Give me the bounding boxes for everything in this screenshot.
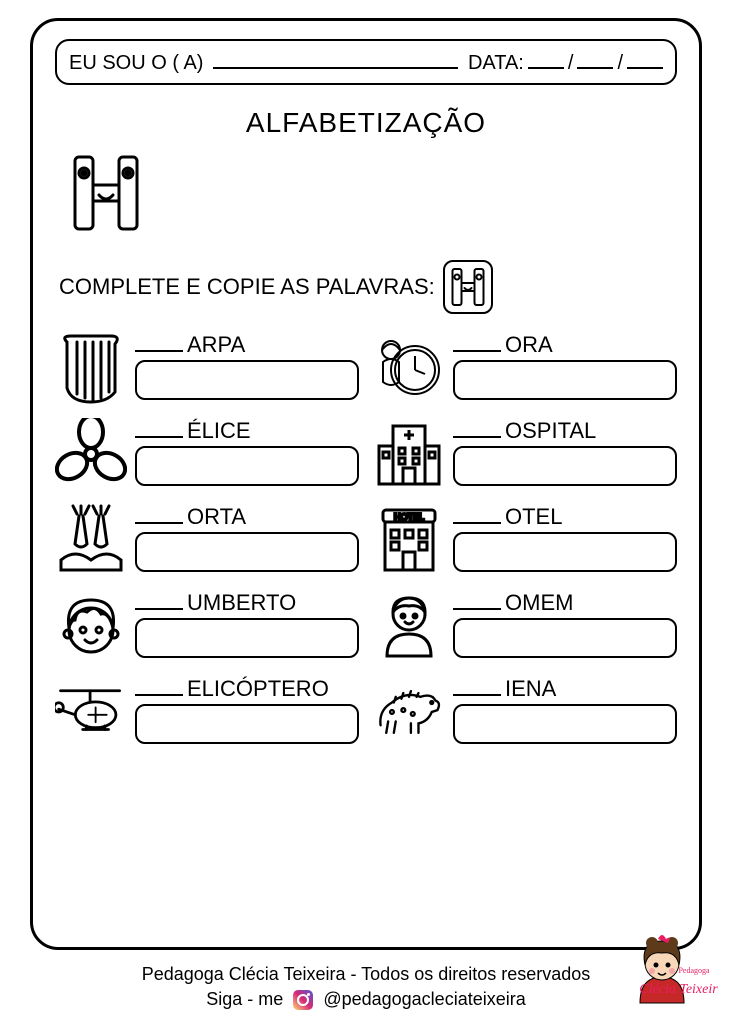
- hotel-icon: HOTEL: [373, 504, 445, 576]
- worksheet-frame: EU SOU O ( A) DATA: / / ALFABETIZAÇÃO CO…: [30, 18, 702, 950]
- date-year-blank[interactable]: [627, 49, 663, 69]
- letter-blank[interactable]: [135, 592, 183, 610]
- helicopter-icon: [55, 676, 127, 748]
- copy-box[interactable]: [453, 618, 677, 658]
- instruction-line: COMPLETE E COPIE AS PALAVRAS:: [59, 260, 677, 314]
- letter-blank[interactable]: [453, 506, 501, 524]
- word-stem: ORA: [505, 332, 553, 358]
- boy-face-icon: [55, 590, 127, 662]
- word-cell-iena: IENA: [373, 676, 677, 748]
- instagram-icon: [292, 989, 314, 1011]
- word-stem: OMEM: [505, 590, 573, 616]
- date-day-blank[interactable]: [528, 49, 564, 69]
- man-icon: [373, 590, 445, 662]
- letter-blank[interactable]: [135, 506, 183, 524]
- letter-blank[interactable]: [453, 678, 501, 696]
- letter-blank[interactable]: [453, 592, 501, 610]
- word-stem: ELICÓPTERO: [187, 676, 329, 702]
- date-month-blank[interactable]: [577, 49, 613, 69]
- author-logo-icon: Pedagoga Clécia Teixeira: [622, 933, 718, 1014]
- hyena-icon: [373, 676, 445, 748]
- svg-text:HOTEL: HOTEL: [394, 512, 424, 522]
- word-cell-omem: OMEM: [373, 590, 677, 662]
- copy-box[interactable]: [453, 446, 677, 486]
- letter-blank[interactable]: [135, 420, 183, 438]
- word-stem: ORTA: [187, 504, 246, 530]
- word-stem: OSPITAL: [505, 418, 596, 444]
- word-cell-umberto: UMBERTO: [55, 590, 359, 662]
- garden-carrots-icon: [55, 504, 127, 576]
- copy-box[interactable]: [453, 360, 677, 400]
- grid-row: UMBERTO OMEM: [55, 590, 677, 662]
- harp-icon: [55, 332, 127, 404]
- grid-row: ELICÓPTERO IENA: [55, 676, 677, 748]
- footer-follow-text: Siga - me: [206, 989, 283, 1009]
- copy-box[interactable]: [453, 704, 677, 744]
- copy-box[interactable]: [135, 446, 359, 486]
- word-cell-elicoptero: ELICÓPTERO: [55, 676, 359, 748]
- copy-box[interactable]: [453, 532, 677, 572]
- letter-blank[interactable]: [135, 334, 183, 352]
- grid-row: ÉLICE OSPITAL: [55, 418, 677, 490]
- word-cell-ora: ORA: [373, 332, 677, 404]
- word-stem: ÉLICE: [187, 418, 251, 444]
- name-date-box: EU SOU O ( A) DATA: / /: [55, 39, 677, 85]
- word-stem: ARPA: [187, 332, 245, 358]
- letter-blank[interactable]: [135, 678, 183, 696]
- word-cell-otel: HOTEL OTEL: [373, 504, 677, 576]
- letter-h-character-large-icon: [69, 151, 677, 240]
- logo-text-bottom: Clécia Teixeira: [639, 982, 718, 997]
- copy-box[interactable]: [135, 618, 359, 658]
- clock-child-icon: [373, 332, 445, 404]
- copy-box[interactable]: [135, 532, 359, 572]
- copy-box[interactable]: [135, 704, 359, 744]
- name-label: EU SOU O ( A): [69, 52, 203, 75]
- letter-h-character-small-icon: [443, 260, 493, 314]
- hospital-icon: [373, 418, 445, 490]
- word-stem: UMBERTO: [187, 590, 296, 616]
- grid-row: ORTA HOTEL OTEL: [55, 504, 677, 576]
- page-title: ALFABETIZAÇÃO: [55, 107, 677, 139]
- letter-blank[interactable]: [453, 420, 501, 438]
- instruction-text: COMPLETE E COPIE AS PALAVRAS:: [59, 274, 435, 300]
- word-cell-arpa: ARPA: [55, 332, 359, 404]
- date-label: DATA:: [468, 52, 524, 75]
- word-stem: OTEL: [505, 504, 562, 530]
- propeller-icon: [55, 418, 127, 490]
- name-blank-line[interactable]: [213, 49, 457, 69]
- footer-handle: @pedagogacleciateixeira: [323, 989, 525, 1009]
- word-cell-ospital: OSPITAL: [373, 418, 677, 490]
- logo-text-top: Pedagoga: [678, 966, 710, 975]
- letter-blank[interactable]: [453, 334, 501, 352]
- word-cell-orta: ORTA: [55, 504, 359, 576]
- word-stem: IENA: [505, 676, 556, 702]
- grid-row: ARPA ORA: [55, 332, 677, 404]
- word-cell-elice: ÉLICE: [55, 418, 359, 490]
- words-grid: ARPA ORA: [55, 332, 677, 748]
- copy-box[interactable]: [135, 360, 359, 400]
